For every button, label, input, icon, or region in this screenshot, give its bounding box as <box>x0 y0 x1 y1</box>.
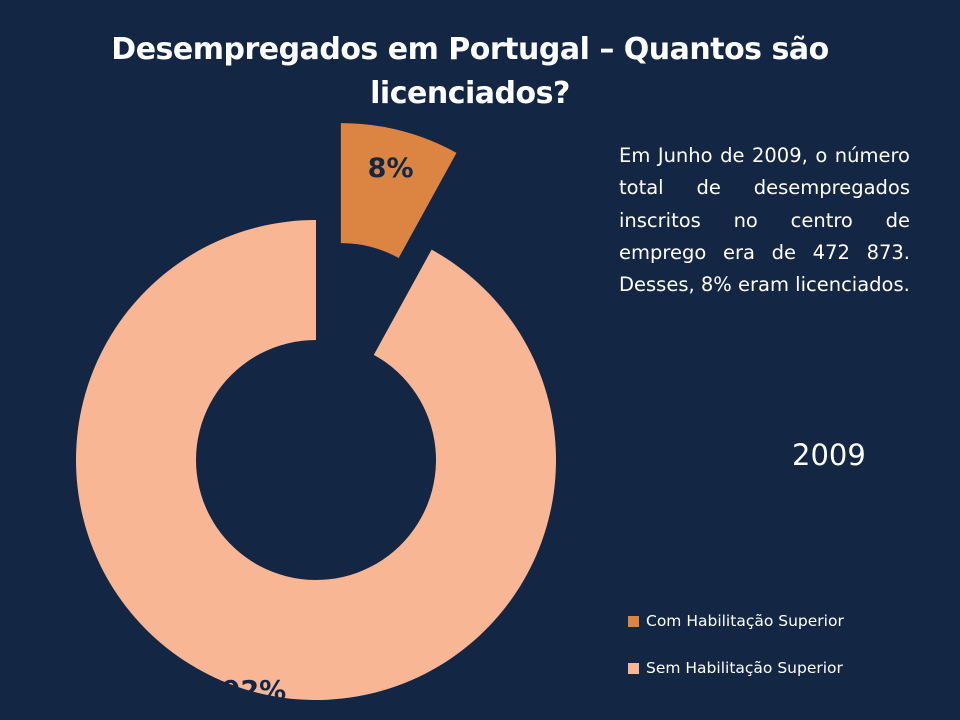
data-label-com: 8% <box>368 153 414 184</box>
year-label: 2009 <box>792 438 866 472</box>
legend-swatch-sem <box>628 662 639 674</box>
chart-title: Desempregados em Portugal – Quantos são … <box>111 32 829 111</box>
slice-sem-habilitacao-superior <box>75 220 556 700</box>
description-text: Em Junho de 2009, o número total de dese… <box>619 144 910 297</box>
legend-item-com: Com Habilitação Superior <box>628 610 844 632</box>
legend: Com Habilitação Superior Sem Habilitação… <box>628 610 844 704</box>
data-label-sem: 92% <box>222 675 287 706</box>
legend-swatch-com <box>628 615 639 627</box>
slice-com-habilitacao-superior <box>340 123 457 258</box>
legend-label-sem: Sem Habilitação Superior <box>646 659 843 677</box>
legend-item-sem: Sem Habilitação Superior <box>628 657 844 679</box>
legend-label-com: Com Habilitação Superior <box>646 612 844 630</box>
